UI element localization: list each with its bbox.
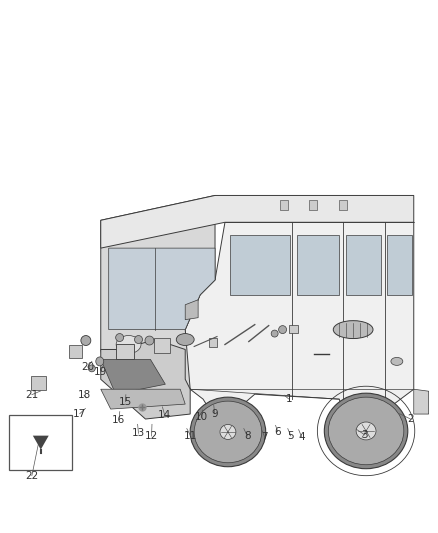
Polygon shape xyxy=(387,235,412,295)
Polygon shape xyxy=(33,435,49,449)
Text: 3: 3 xyxy=(361,430,368,440)
Text: 5: 5 xyxy=(287,431,294,441)
Polygon shape xyxy=(101,196,414,248)
Ellipse shape xyxy=(271,330,278,337)
Polygon shape xyxy=(346,235,381,295)
Ellipse shape xyxy=(116,334,124,342)
Text: 11: 11 xyxy=(184,431,198,441)
Polygon shape xyxy=(414,389,429,414)
Ellipse shape xyxy=(190,397,266,467)
Text: 17: 17 xyxy=(73,409,86,419)
Text: 13: 13 xyxy=(132,429,145,438)
Text: 18: 18 xyxy=(78,390,91,400)
Polygon shape xyxy=(116,343,134,359)
Text: 9: 9 xyxy=(212,409,218,419)
Polygon shape xyxy=(339,200,347,211)
Polygon shape xyxy=(209,337,217,348)
Ellipse shape xyxy=(328,397,404,465)
Ellipse shape xyxy=(194,401,262,463)
Ellipse shape xyxy=(81,336,91,345)
Polygon shape xyxy=(279,200,288,211)
Ellipse shape xyxy=(116,336,141,353)
Polygon shape xyxy=(289,325,298,333)
Text: 19: 19 xyxy=(94,367,107,377)
Polygon shape xyxy=(101,389,185,409)
Polygon shape xyxy=(185,300,198,320)
Ellipse shape xyxy=(134,336,142,343)
Ellipse shape xyxy=(324,393,408,469)
Text: 2: 2 xyxy=(407,414,414,424)
Text: 6: 6 xyxy=(275,427,281,437)
Ellipse shape xyxy=(333,321,373,338)
Polygon shape xyxy=(230,235,290,295)
Text: 8: 8 xyxy=(244,431,251,441)
Polygon shape xyxy=(69,345,82,358)
Ellipse shape xyxy=(96,357,104,366)
Ellipse shape xyxy=(88,365,95,372)
Ellipse shape xyxy=(220,424,236,439)
Text: 4: 4 xyxy=(298,432,305,442)
Polygon shape xyxy=(309,200,318,211)
Ellipse shape xyxy=(176,334,194,345)
Polygon shape xyxy=(185,222,414,419)
Text: 16: 16 xyxy=(112,415,126,425)
Ellipse shape xyxy=(391,358,403,365)
Text: 14: 14 xyxy=(158,410,171,420)
Polygon shape xyxy=(101,340,190,419)
Text: 21: 21 xyxy=(25,390,39,400)
Polygon shape xyxy=(101,196,215,414)
Bar xyxy=(9,415,72,471)
Polygon shape xyxy=(31,376,46,390)
Ellipse shape xyxy=(356,422,376,440)
Text: 22: 22 xyxy=(25,471,39,481)
Text: 15: 15 xyxy=(119,397,132,407)
Text: 20: 20 xyxy=(81,362,94,372)
Polygon shape xyxy=(297,235,339,295)
Text: 7: 7 xyxy=(261,432,268,442)
Polygon shape xyxy=(109,248,215,329)
Text: 12: 12 xyxy=(145,431,158,441)
Polygon shape xyxy=(155,337,170,353)
Ellipse shape xyxy=(279,326,286,334)
Text: 10: 10 xyxy=(195,413,208,423)
Polygon shape xyxy=(101,359,165,394)
Text: 1: 1 xyxy=(285,394,292,404)
Ellipse shape xyxy=(145,336,154,345)
